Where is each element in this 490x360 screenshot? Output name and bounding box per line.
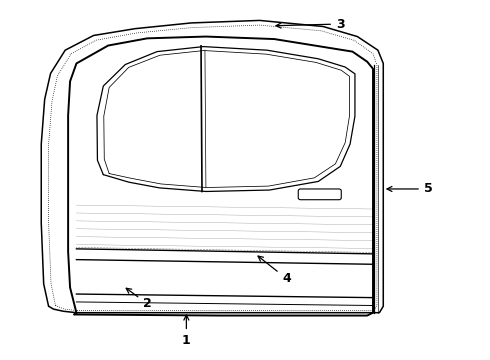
Text: 4: 4 bbox=[258, 256, 291, 285]
Text: 1: 1 bbox=[182, 315, 191, 347]
Text: 3: 3 bbox=[276, 18, 344, 31]
Text: 2: 2 bbox=[126, 288, 151, 310]
Text: 5: 5 bbox=[387, 183, 433, 195]
